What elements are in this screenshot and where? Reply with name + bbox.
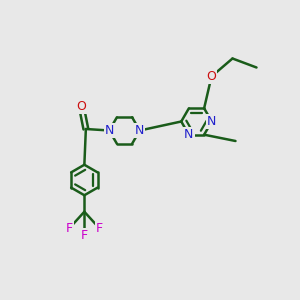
Text: N: N: [105, 124, 114, 137]
Text: O: O: [207, 70, 216, 83]
Text: F: F: [96, 222, 103, 235]
Text: N: N: [184, 128, 194, 141]
Text: N: N: [135, 124, 144, 137]
Text: F: F: [66, 222, 73, 235]
Text: F: F: [81, 229, 88, 242]
Text: O: O: [76, 100, 86, 113]
Text: N: N: [207, 115, 216, 128]
